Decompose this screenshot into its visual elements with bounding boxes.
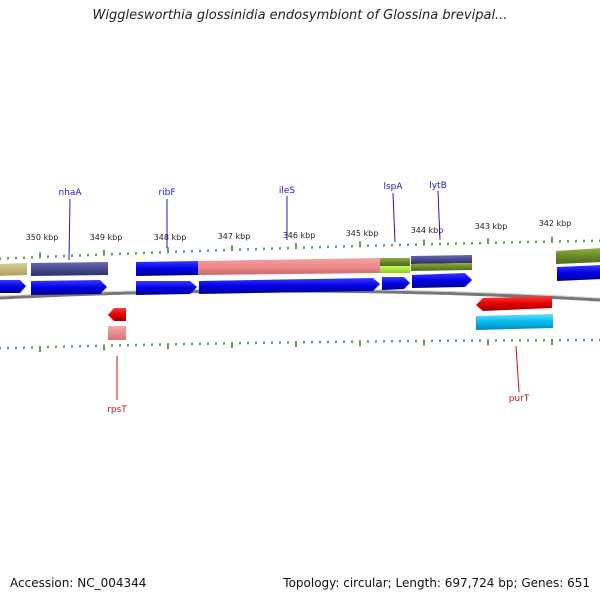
forward-strand-genes (0, 265, 600, 295)
category-bar (411, 263, 472, 271)
gene-arrow-reverse[interactable] (108, 308, 126, 321)
gene-label-purT[interactable]: purT (509, 394, 530, 404)
gene-label-ileS[interactable]: ileS (279, 186, 296, 196)
category-bar (31, 262, 108, 276)
label-leader-line (515, 345, 520, 393)
scale-labels: 350 kbp 349 kbp 348 kbp 347 kbp 346 kbp … (26, 219, 572, 242)
reverse-gene-labels: rpsT purT (107, 345, 530, 415)
forward-gene-labels: nhaA ribF ileS lspA lytB (58, 181, 447, 261)
genome-summary: Topology: circular; Length: 697,724 bp; … (283, 576, 590, 590)
gene-arrow-forward[interactable] (199, 278, 380, 294)
scale-ticks-inner (0, 339, 600, 352)
category-bar (476, 314, 553, 330)
category-bar (0, 263, 27, 276)
scale-label: 349 kbp (90, 233, 123, 242)
scale-label: 348 kbp (154, 233, 187, 242)
gene-label-nhaA[interactable]: nhaA (58, 188, 82, 198)
category-bar (136, 261, 198, 276)
category-bar (108, 326, 126, 340)
category-bar (411, 255, 472, 264)
scale-ticks-outer (0, 236, 600, 260)
category-bar (556, 248, 600, 264)
label-leader-line (392, 192, 396, 243)
gene-label-lytB[interactable]: lytB (429, 181, 447, 191)
gene-arrow-forward[interactable] (412, 273, 472, 288)
scale-label: 346 kbp (283, 231, 316, 240)
gene-label-ribF[interactable]: ribF (158, 188, 175, 198)
gene-arrow-forward[interactable] (0, 280, 26, 293)
label-leader-line (437, 190, 441, 241)
scale-label: 343 kbp (475, 222, 508, 231)
reverse-strand-genes (108, 296, 552, 321)
scale-label: 345 kbp (346, 229, 379, 238)
map-title: Wigglesworthia glossinidia endosymbiont … (92, 8, 508, 23)
gene-arrow-forward[interactable] (557, 265, 600, 281)
gene-label-lspA[interactable]: lspA (383, 182, 403, 192)
gene-arrow-forward[interactable] (31, 280, 107, 295)
category-bar (380, 258, 410, 266)
category-ring-inner (108, 314, 553, 340)
gene-arrow-forward[interactable] (382, 277, 410, 290)
gene-label-rpsT[interactable]: rpsT (107, 405, 127, 415)
label-leader-line (68, 198, 71, 261)
scale-label: 347 kbp (218, 232, 251, 241)
scale-label: 342 kbp (539, 219, 572, 228)
accession-label: Accession: NC_004344 (10, 576, 147, 590)
category-ring (0, 248, 600, 276)
gene-arrow-forward[interactable] (136, 281, 197, 295)
gene-arrow-reverse[interactable] (476, 296, 552, 311)
category-bar (198, 258, 380, 275)
scale-label: 350 kbp (26, 233, 59, 242)
category-bar (380, 266, 410, 273)
scale-label: 344 kbp (411, 226, 444, 235)
